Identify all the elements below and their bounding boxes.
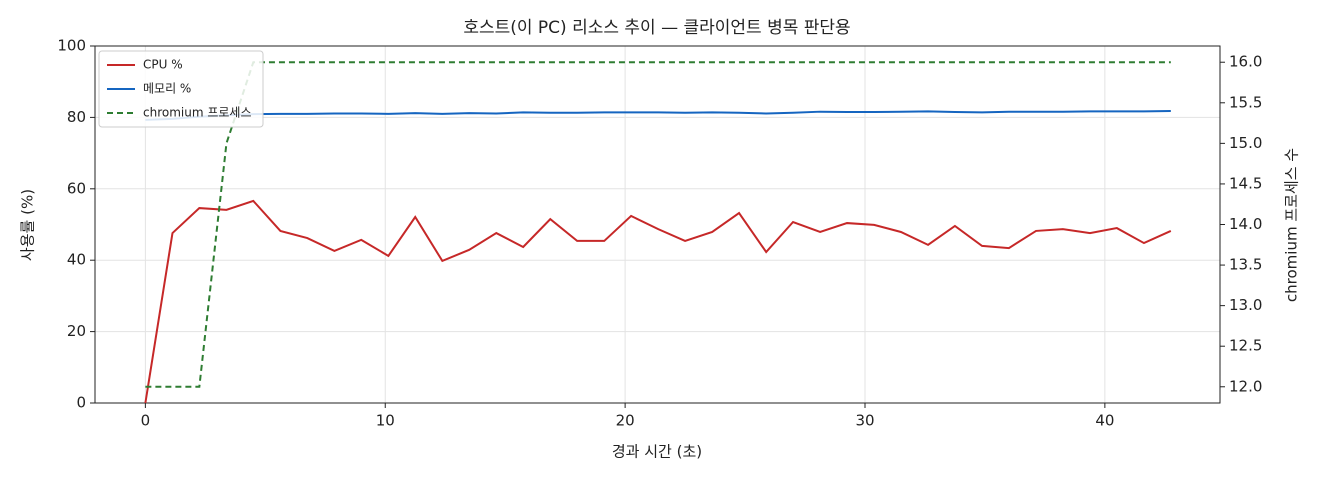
y2-tick-label: 16.0	[1229, 53, 1262, 71]
x-tick-label: 0	[141, 412, 151, 430]
y2-tick-label: 14.0	[1229, 215, 1262, 233]
y2-tick-label: 15.5	[1229, 93, 1262, 111]
y2-tick-label: 12.0	[1229, 377, 1262, 395]
plot-frame	[94, 45, 1221, 404]
legend-label: CPU %	[143, 58, 183, 72]
series-line	[145, 109, 1171, 121]
y-tick-label: 60	[67, 179, 86, 197]
y-tick-label: 80	[67, 108, 86, 126]
x-tick-label: 30	[855, 412, 874, 430]
y2-tick-label: 13.0	[1229, 296, 1262, 314]
y2-tick-label: 14.5	[1229, 174, 1262, 192]
x-tick-label: 10	[376, 412, 395, 430]
legend-label: 메모리 %	[143, 82, 191, 96]
y-tick-label: 0	[76, 394, 86, 412]
y-tick-label: 20	[67, 322, 86, 340]
y2-tick-label: 12.5	[1229, 337, 1262, 355]
y-axis-label: 사용률 (%)	[19, 189, 37, 261]
x-tick-label: 40	[1095, 412, 1114, 430]
x-axis-label: 경과 시간 (초)	[612, 443, 702, 461]
series-line	[145, 61, 1171, 388]
x-tick-label: 20	[616, 412, 635, 430]
y-tick-label: 40	[67, 251, 86, 269]
y2-axis-label: chromium 프로세스 수	[1283, 148, 1301, 302]
chart-title: 호스트(이 PC) 리소스 추이 — 클라이언트 병목 판단용	[463, 18, 850, 38]
legend-box	[98, 50, 264, 128]
y2-tick-label: 13.5	[1229, 256, 1262, 274]
series-line	[144, 199, 1172, 404]
y2-tick-label: 15.0	[1229, 134, 1262, 152]
legend-label: chromium 프로세스	[143, 106, 252, 120]
y-tick-label: 100	[57, 37, 86, 55]
